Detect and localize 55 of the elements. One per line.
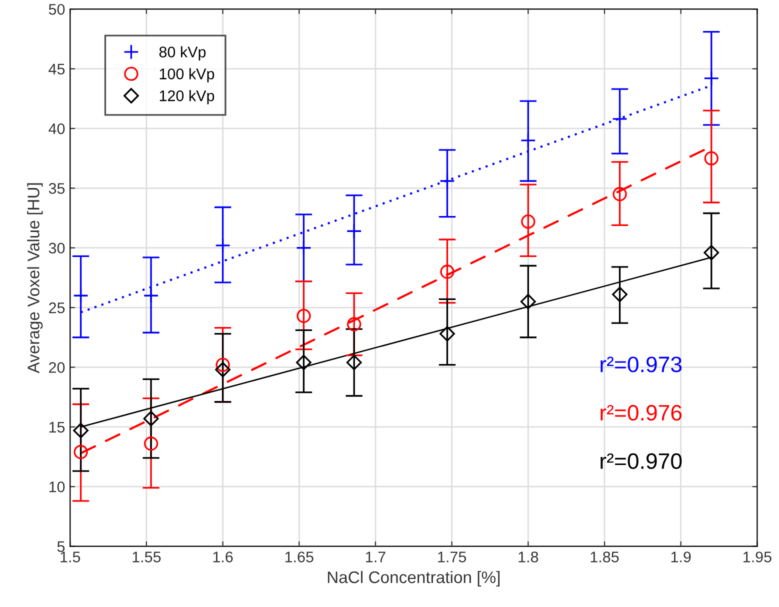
point	[612, 187, 627, 202]
point	[296, 354, 312, 370]
point	[440, 264, 454, 279]
point	[215, 238, 231, 254]
annotation: r²=0.970	[600, 453, 682, 469]
x-tick-label: 1.8	[518, 552, 538, 562]
point	[296, 240, 312, 256]
legend-label: 80 kVp	[159, 46, 206, 60]
x-axis-title: NaCl Concentration [%]	[328, 570, 500, 586]
y-tick-label: 45	[48, 64, 65, 74]
x-tick-label: 1.7	[366, 552, 386, 562]
x-tick-label: 1.6	[213, 552, 233, 562]
point	[74, 444, 88, 460]
point	[704, 244, 720, 260]
x-tick-label: 1.9	[671, 552, 691, 562]
y-tick-label: 15	[49, 422, 65, 433]
point	[73, 288, 89, 304]
x-tick-label: 1.85	[590, 552, 619, 562]
legend-label: 100 kVp	[160, 68, 214, 82]
point	[612, 286, 628, 302]
y-tick-label: 50	[48, 4, 65, 15]
point	[439, 173, 456, 189]
x-tick-label: 1.95	[743, 552, 772, 562]
point	[296, 308, 311, 323]
point	[520, 132, 536, 148]
y-tick-label: 25	[49, 302, 65, 314]
y-tick-label: 40	[48, 123, 65, 134]
point	[73, 422, 89, 438]
point	[346, 223, 362, 239]
y-tick-label: 30	[48, 242, 65, 254]
point	[704, 70, 720, 86]
point	[612, 111, 628, 127]
x-tick-label: 1.65	[285, 552, 314, 562]
x-tick-label: 1.55	[132, 552, 161, 562]
y-tick-label: 10	[49, 481, 65, 492]
y-tick-label: 5	[57, 541, 65, 552]
point	[143, 410, 159, 426]
annotation: r²=0.976	[600, 404, 682, 421]
y-axis-title: Average Voxel Value [HU]	[27, 183, 43, 374]
point	[440, 326, 455, 342]
point	[704, 151, 718, 166]
point	[216, 358, 230, 372]
point	[347, 317, 362, 332]
point	[521, 214, 536, 229]
point	[520, 294, 536, 310]
point	[143, 288, 159, 304]
y-tick-label: 35	[48, 183, 65, 194]
annotation: r²=0.973	[600, 356, 682, 372]
legend-label: 120 kVp	[160, 90, 214, 104]
x-tick-label: 1.75	[438, 552, 466, 562]
y-tick-label: 20	[49, 362, 65, 373]
x-tick-label: 1.5	[60, 552, 80, 562]
point	[346, 354, 362, 370]
point	[144, 436, 158, 451]
point	[215, 362, 231, 378]
